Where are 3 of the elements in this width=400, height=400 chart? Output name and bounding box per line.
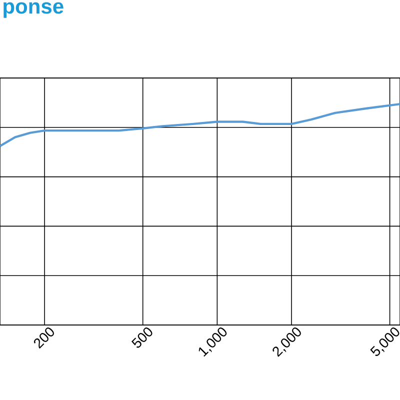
x-tick-label: 200 bbox=[34, 328, 54, 349]
chart-title: ponse bbox=[4, 2, 64, 18]
x-tick-label: 500 bbox=[131, 328, 152, 348]
